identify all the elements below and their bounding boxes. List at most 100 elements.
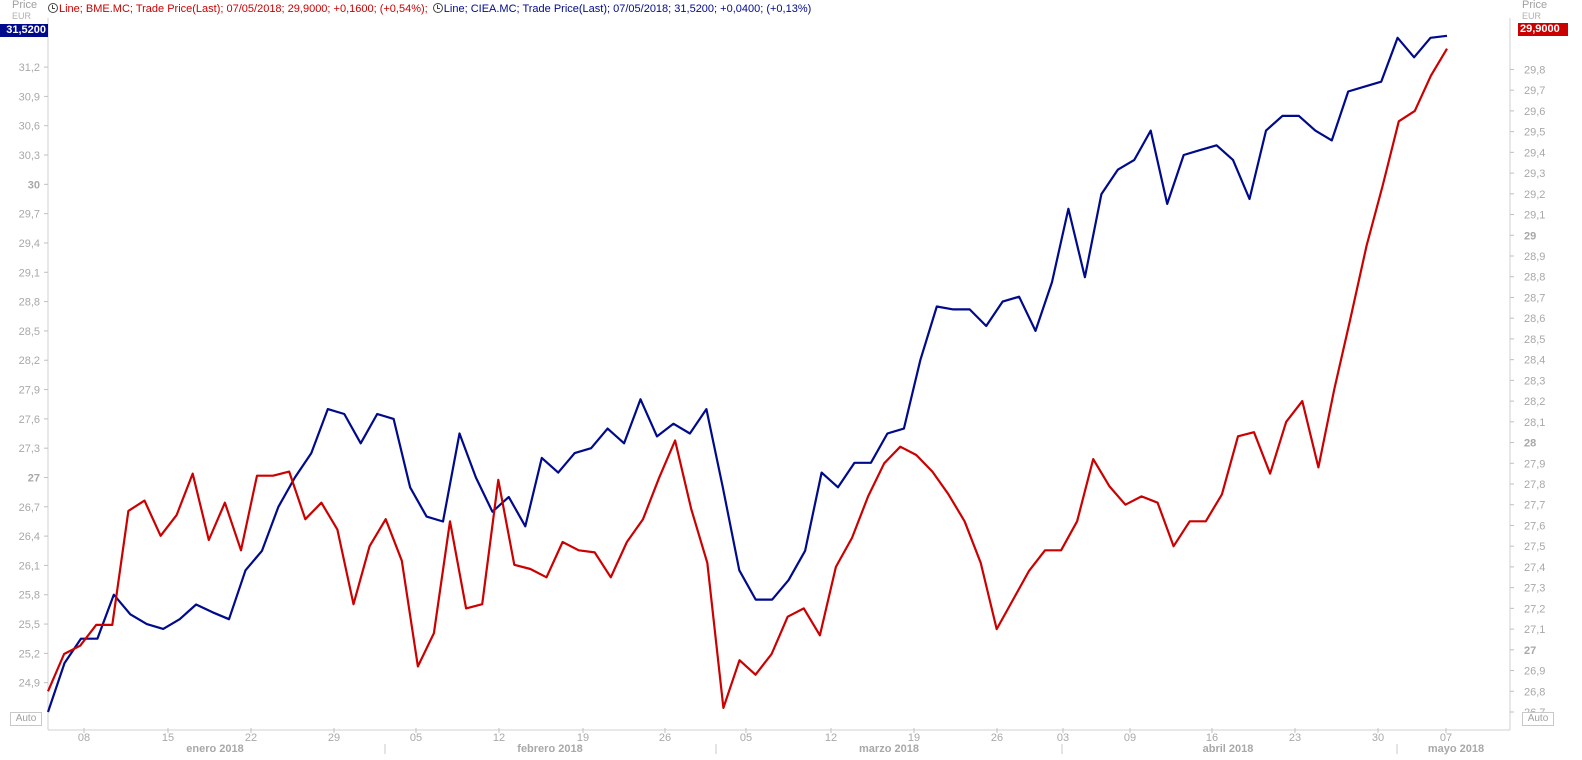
series-line-ciea-mc[interactable]: [46, 34, 1448, 713]
left-axis-title: Price: [12, 0, 38, 11]
legend-item-ciea[interactable]: Line; CIEA.MC; Trade Price(Last); 07/05/…: [432, 2, 812, 17]
right-tick-label: 29,3: [1524, 168, 1545, 180]
right-tick-label: 28,3: [1524, 375, 1545, 387]
left-tick-label: 29,1: [19, 267, 40, 279]
right-tick-label: 29: [1524, 230, 1536, 242]
right-tick-label: 29,8: [1524, 64, 1545, 76]
month-label: mayo 2018: [1428, 743, 1484, 755]
left-tick-label: 31,2: [19, 62, 40, 74]
left-tick-label: 26,4: [19, 531, 40, 543]
left-tick-label: 24,9: [19, 678, 40, 690]
legend-text-ciea: Line; CIEA.MC; Trade Price(Last); 07/05/…: [443, 3, 812, 15]
right-tick-label: 29,2: [1524, 189, 1545, 201]
right-axis-title: Price: [1522, 0, 1548, 11]
x-tick-label: 05: [740, 732, 752, 744]
right-tick-label: 29,1: [1524, 210, 1545, 222]
month-label: abril 2018: [1203, 743, 1254, 755]
last-value-badge-ciea: 31,5200: [0, 24, 48, 37]
right-tick-label: 28,7: [1524, 292, 1545, 304]
right-tick-label: 27,4: [1524, 562, 1545, 574]
right-tick-label: 27: [1524, 645, 1536, 657]
right-tick-label: 29,5: [1524, 127, 1545, 139]
left-tick-label: 27,6: [19, 414, 40, 426]
x-tick-label: 12: [825, 732, 837, 744]
plot-area: [48, 18, 1510, 730]
left-tick-label: 25,5: [19, 619, 40, 631]
right-tick-label: 27,6: [1524, 520, 1545, 532]
right-y-axis: 29,8 29,7 29,6 29,5 29,4 29,3 29,2 29,1 29 28,9 28…: [1510, 64, 1545, 719]
right-axis-unit: EUR: [1522, 11, 1542, 21]
right-tick-label: 27,2: [1524, 603, 1545, 615]
x-tick-label: 23: [1289, 732, 1301, 744]
left-y-axis: 31,2 30,9 30,6 30,3 30 29,7 29,4 29,1 28,8 28,5 28…: [19, 62, 48, 690]
clock-icon: [48, 3, 58, 13]
legend: Line; BME.MC; Trade Price(Last); 07/05/2…: [48, 2, 813, 17]
x-tick-label: 08: [78, 732, 90, 744]
right-tick-label: 29,7: [1524, 85, 1545, 97]
left-tick-label: 30: [28, 179, 40, 191]
right-axis-header: Price EUR: [1522, 0, 1547, 22]
left-tick-label: 27: [28, 472, 40, 484]
left-tick-label: 26,1: [19, 560, 40, 572]
left-tick-label: 28,8: [19, 297, 40, 309]
right-tick-label: 27,3: [1524, 583, 1545, 595]
x-tick-label: 30: [1372, 732, 1384, 744]
right-tick-label: 27,9: [1524, 458, 1545, 470]
left-tick-label: 30,9: [19, 91, 40, 103]
x-tick-label: 09: [1124, 732, 1136, 744]
x-tick-label: 26: [659, 732, 671, 744]
left-tick-label: 25,8: [19, 590, 40, 602]
right-tick-label: 28,1: [1524, 417, 1545, 429]
x-tick-label: 07: [1440, 732, 1452, 744]
right-tick-label: 29,4: [1524, 147, 1545, 159]
axis-lines: [47, 18, 1511, 731]
left-axis-header: Price EUR: [12, 0, 37, 22]
right-tick-label: 27,7: [1524, 500, 1545, 512]
series-lines: [46, 34, 1448, 713]
x-tick-label: 03: [1057, 732, 1069, 744]
right-tick-label: 28,2: [1524, 396, 1545, 408]
right-tick-label: 28,9: [1524, 251, 1545, 263]
left-tick-label: 30,3: [19, 150, 40, 162]
right-tick-label: 28,5: [1524, 334, 1545, 346]
auto-scale-button-left[interactable]: Auto: [10, 712, 42, 726]
x-tick-label: 19: [908, 732, 920, 744]
series-line-bme-mc[interactable]: [46, 48, 1448, 710]
right-tick-label: 28,6: [1524, 313, 1545, 325]
right-tick-label: 28,8: [1524, 272, 1545, 284]
clock-icon: [432, 3, 443, 13]
left-tick-label: 28,5: [19, 326, 40, 338]
x-axis: 08 15 22 29 05 12 19 26 05 12 19 26 03 09 16 23 30 07 ener…: [78, 728, 1484, 755]
left-tick-label: 29,4: [19, 238, 40, 250]
x-tick-label: 05: [410, 732, 422, 744]
left-tick-label: 28,2: [19, 355, 40, 367]
x-tick-label: 12: [493, 732, 505, 744]
right-tick-label: 27,1: [1524, 624, 1545, 636]
month-label: marzo 2018: [859, 743, 919, 755]
left-tick-label: 29,7: [19, 209, 40, 221]
x-tick-label: 15: [162, 732, 174, 744]
right-tick-label: 29,6: [1524, 106, 1545, 118]
x-tick-label: 26: [991, 732, 1003, 744]
left-tick-label: 26,7: [19, 502, 40, 514]
right-tick-label: 26,8: [1524, 686, 1545, 698]
x-tick-label: 19: [577, 732, 589, 744]
left-tick-label: 27,9: [19, 385, 40, 397]
left-tick-label: 27,3: [19, 443, 40, 455]
month-label: febrero 2018: [517, 743, 582, 755]
auto-scale-button-right[interactable]: Auto: [1522, 712, 1554, 726]
right-tick-label: 28: [1524, 438, 1536, 450]
right-tick-label: 26,9: [1524, 666, 1545, 678]
right-tick-label: 27,8: [1524, 479, 1545, 491]
left-axis-unit: EUR: [12, 11, 32, 21]
right-tick-label: 27,5: [1524, 541, 1545, 553]
month-label: enero 2018: [186, 743, 243, 755]
right-tick-label: 28,4: [1524, 355, 1545, 367]
last-value-badge-bme: 29,9000: [1518, 23, 1568, 36]
legend-item-bme[interactable]: Line; BME.MC; Trade Price(Last); 07/05/2…: [48, 2, 428, 17]
x-tick-label: 22: [245, 732, 257, 744]
left-tick-label: 25,2: [19, 648, 40, 660]
x-tick-label: 29: [328, 732, 340, 744]
legend-text-bme: Line; BME.MC; Trade Price(Last); 07/05/2…: [59, 3, 428, 15]
